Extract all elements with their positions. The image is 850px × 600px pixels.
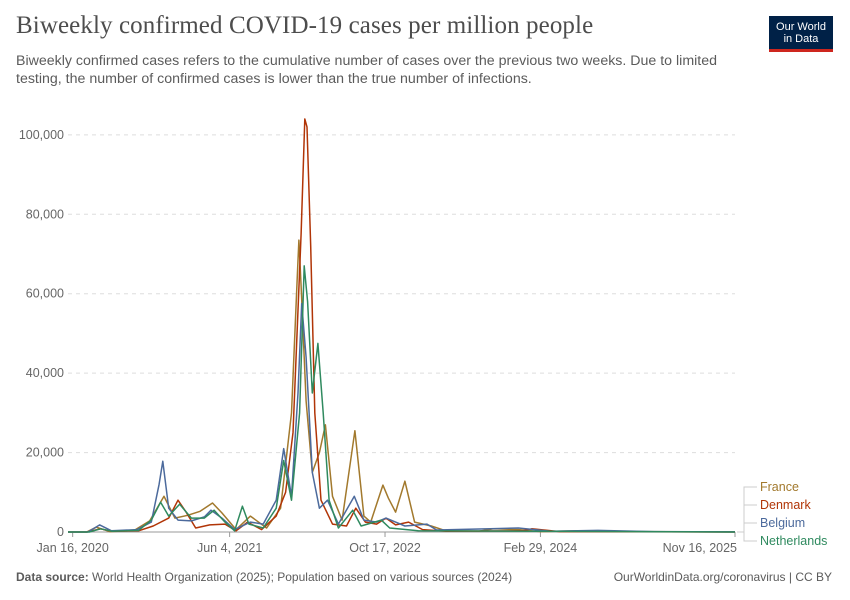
y-tick-label: 0: [57, 525, 64, 539]
owid-logo[interactable]: Our World in Data: [769, 16, 833, 52]
y-tick-label: 60,000: [26, 287, 64, 301]
data-source-label: Data source:: [16, 570, 89, 584]
x-tick-label: Feb 29, 2024: [504, 541, 578, 555]
data-source-text: World Health Organization (2025); Popula…: [92, 570, 513, 584]
series-line-france[interactable]: [68, 239, 736, 533]
series-line-netherlands[interactable]: [68, 265, 736, 533]
y-axis-ticks: 0 20,000 40,000 60,000 80,000 100,000: [19, 128, 64, 539]
source-link[interactable]: OurWorldinData.org/coronavirus | CC BY: [613, 570, 832, 584]
series-line-belgium[interactable]: [68, 302, 736, 533]
legend-label-netherlands[interactable]: Netherlands: [760, 534, 827, 548]
legend-connector: [737, 504, 757, 533]
y-tick-label: 40,000: [26, 366, 64, 380]
chart-title: Biweekly confirmed COVID-19 cases per mi…: [16, 12, 594, 39]
y-tick-label: 100,000: [19, 128, 64, 142]
logo-line-1: Our World: [776, 21, 826, 33]
series-lines: [68, 118, 736, 533]
y-tick-label: 80,000: [26, 207, 64, 221]
legend-label-france[interactable]: France: [760, 480, 799, 494]
x-tick-label: Jun 4, 2021: [197, 541, 262, 555]
series-line-denmark[interactable]: [68, 118, 736, 533]
y-tick-label: 20,000: [26, 446, 64, 460]
legend-connector: [737, 486, 757, 533]
x-tick-label: Oct 17, 2022: [349, 541, 421, 555]
logo-line-2: in Data: [783, 33, 819, 45]
gridlines: [68, 134, 735, 533]
chart-subtitle: Biweekly confirmed cases refers to the c…: [16, 53, 718, 87]
legend-connector: [737, 531, 757, 542]
legend: France Denmark Belgium Netherlands: [737, 480, 827, 548]
x-tick-label: Jan 16, 2020: [37, 541, 109, 555]
x-axis-ticks: Jan 16, 2020 Jun 4, 2021 Oct 17, 2022 Feb 2…: [37, 532, 737, 555]
legend-connector: [737, 522, 757, 533]
x-tick-label: Nov 16, 2025: [663, 541, 737, 555]
legend-label-belgium[interactable]: Belgium: [760, 516, 805, 530]
legend-label-denmark[interactable]: Denmark: [760, 498, 811, 512]
data-source: Data source: World Health Organization (…: [16, 570, 512, 584]
